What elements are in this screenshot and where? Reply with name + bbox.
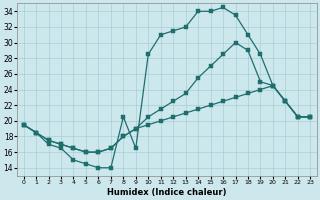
X-axis label: Humidex (Indice chaleur): Humidex (Indice chaleur) <box>107 188 227 197</box>
